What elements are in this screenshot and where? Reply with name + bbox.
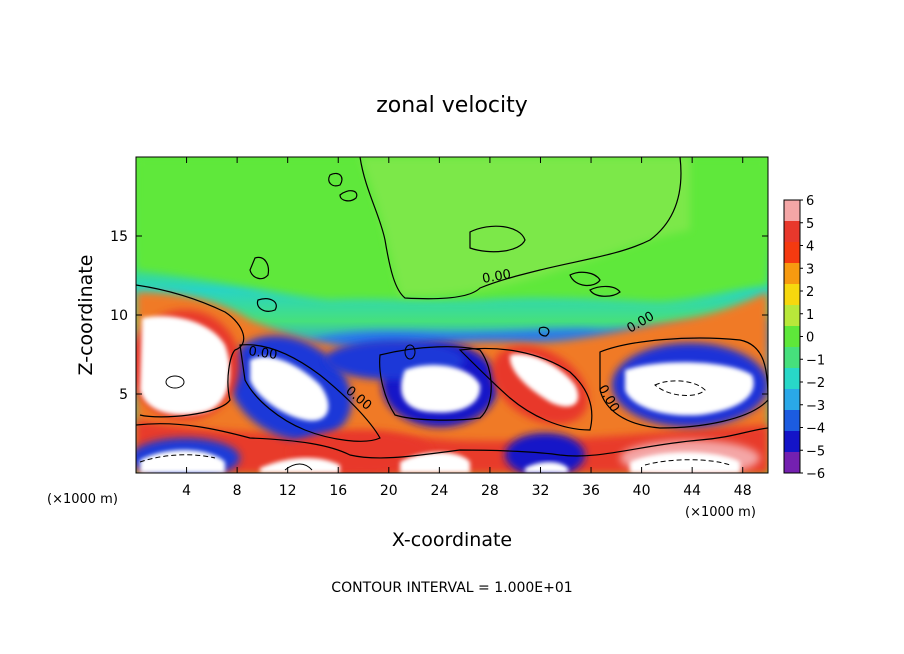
x-tick-label: 40 [633, 483, 651, 499]
colorbar-swatch [784, 242, 800, 264]
x-tick-label: 28 [481, 483, 499, 499]
x-tick-label: 44 [683, 483, 701, 499]
x-tick-label: 36 [582, 483, 600, 499]
colorbar-tick-label: 4 [806, 240, 814, 255]
colorbar-tick-label: 6 [806, 194, 814, 209]
z-unit-label: (×1000 m) [47, 492, 118, 507]
saturated-core-9 [630, 452, 740, 473]
x-tick-label: 48 [734, 483, 752, 499]
upper-core-region [360, 157, 690, 297]
saturated-core-2 [250, 356, 329, 421]
colorbar-swatch [784, 200, 800, 222]
colorbar-tick-label: −4 [806, 422, 825, 437]
zero-contours [136, 157, 768, 459]
y-tick-label: 15 [110, 229, 128, 245]
x-tick-label: 4 [182, 483, 191, 499]
colorbar-tick-label: 5 [806, 217, 814, 232]
x-unit-label: (×1000 m) [685, 505, 756, 520]
colorbar-swatch [784, 326, 800, 348]
saturated-core-1 [140, 316, 230, 415]
x-axis: 4 8 12 16 20 24 28 32 36 40 44 48 [182, 157, 752, 499]
colorbar-tick-label: −3 [806, 399, 825, 414]
saturated-core-3 [401, 365, 481, 413]
colorbar-tick-label: −1 [806, 353, 825, 368]
x-tick-label: 12 [279, 483, 297, 499]
colorbar-tick-label: 2 [806, 285, 814, 300]
contour-label: 0.00 [481, 267, 512, 287]
colorbar-swatch [784, 410, 800, 432]
y-axis: 5 10 15 [110, 229, 768, 403]
colorbar-swatch [784, 347, 800, 369]
y-tick-label: 5 [119, 387, 128, 403]
x-tick-label: 24 [430, 483, 448, 499]
colorbar-swatch [784, 284, 800, 306]
colorbar-tick-label: −5 [806, 444, 825, 459]
saturated-core-4 [509, 354, 579, 407]
x-tick-label: 32 [532, 483, 550, 499]
saturated-core-10 [525, 462, 568, 473]
negative-contours [139, 380, 731, 466]
saturated-core-5 [625, 362, 754, 416]
contour-interval-note: CONTOUR INTERVAL = 1.000E+01 [331, 580, 572, 596]
colorbar-tick-label: 0 [806, 331, 814, 346]
chart-title: zonal velocity [376, 93, 528, 118]
x-tick-label: 16 [329, 483, 347, 499]
x-tick-label: 8 [233, 483, 242, 499]
colorbar-swatch [784, 368, 800, 390]
colorbar-swatch [784, 221, 800, 243]
saturated-core-8 [400, 452, 470, 473]
plot-area [136, 157, 768, 473]
y-axis-label: Z-coordinate [75, 255, 97, 376]
colorbar-tick-label: 1 [806, 308, 814, 323]
y-tick-label: 10 [110, 308, 128, 324]
colorbar: 6 5 4 3 2 1 0 −1 −2 −3 −4 −5 −6 [783, 194, 825, 482]
saturated-core-7 [260, 457, 340, 473]
colorbar-swatch [784, 389, 800, 411]
colorbar-tick-label: −6 [806, 467, 825, 482]
positive-contours [165, 344, 416, 471]
colorbar-swatch [784, 452, 800, 474]
x-axis-label: X-coordinate [392, 529, 512, 551]
colorbar-swatch [784, 431, 800, 453]
contour-label: 0.00 [247, 344, 278, 363]
colorbar-swatch [784, 263, 800, 285]
colorbar-tick-label: −2 [806, 376, 825, 391]
x-tick-label: 20 [380, 483, 398, 499]
colorbar-tick-label: 3 [806, 262, 814, 277]
colorbar-swatch [784, 305, 800, 327]
